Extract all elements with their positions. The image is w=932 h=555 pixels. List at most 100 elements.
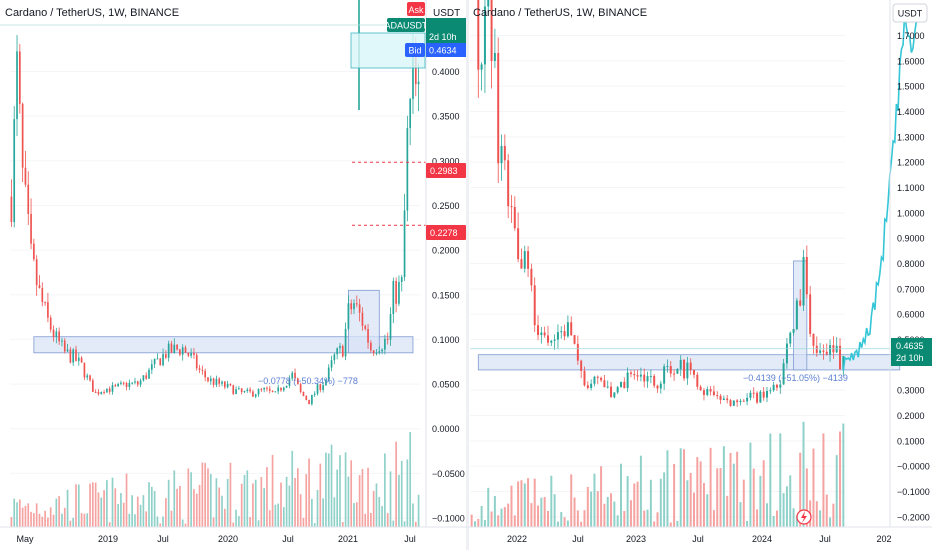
l-candle-body[interactable] [55,331,58,337]
r-candle-body[interactable] [507,160,510,207]
r-candle-body[interactable] [623,381,626,389]
r-candle-body[interactable] [487,0,490,7]
l-candle-body[interactable] [400,277,403,282]
l-candle-body[interactable] [358,304,361,313]
l-candle-body[interactable] [198,368,201,370]
l-candle-body[interactable] [165,354,167,358]
l-candle-body[interactable] [325,380,327,386]
l-candle-body[interactable] [92,380,94,392]
l-candle-body[interactable] [33,243,35,260]
l-candle-body[interactable] [291,372,294,379]
l-candle-body[interactable] [114,385,117,387]
l-candle-body[interactable] [266,387,268,389]
r-candle-body[interactable] [746,397,749,402]
l-candle-body[interactable] [35,259,38,286]
r-candle-body[interactable] [819,350,822,353]
r-candle-body[interactable] [759,391,762,403]
l-candle-body[interactable] [136,381,139,385]
left-price-axis[interactable]: 0.4000 0.3500 0.3000 0.2500 0.2000 0.1500 0.10… [432,67,465,524]
r-candle-body[interactable] [693,369,695,375]
r-candle-body[interactable] [696,374,699,387]
l-candle-body[interactable] [350,303,353,310]
r-candle-body[interactable] [576,343,579,361]
r-candle-body[interactable] [620,381,622,388]
l-candle-body[interactable] [212,378,215,385]
l-candle-body[interactable] [333,354,336,361]
l-candle-body[interactable] [184,347,187,353]
r-candle-body[interactable] [683,359,686,379]
r-candle-body[interactable] [613,392,616,398]
r-candle-body[interactable] [546,335,549,343]
l-candle-body[interactable] [260,389,263,391]
l-candle-body[interactable] [319,384,322,391]
r-zone-box-0[interactable] [477,354,901,371]
r-candle-body[interactable] [653,375,656,386]
r-candle-body[interactable] [656,385,659,389]
r-candle-body[interactable] [766,390,769,398]
left-support-zones[interactable] [33,289,414,354]
l-candle-body[interactable] [395,280,397,304]
l-candle-body[interactable] [389,314,392,340]
l-candle-body[interactable] [372,350,375,354]
l-candle-body[interactable] [207,377,209,382]
r-candle-body[interactable] [510,206,513,208]
l-candle-body[interactable] [268,388,271,391]
r-candle-body[interactable] [802,256,805,306]
l-candle-body[interactable] [336,348,338,355]
r-candle-body[interactable] [689,362,692,370]
l-candle-body[interactable] [159,358,162,366]
r-candle-body[interactable] [566,322,569,337]
r-candle-body[interactable] [752,392,755,394]
l-candle-body[interactable] [117,383,119,387]
r-candle-body[interactable] [809,294,812,334]
l-candle-body[interactable] [195,354,198,369]
r-candle-body[interactable] [616,387,619,393]
r-candle-body[interactable] [736,400,739,403]
r-candle-body[interactable] [732,400,735,406]
l-candle-body[interactable] [344,328,347,357]
l-candle-body[interactable] [282,387,285,391]
l-zone-box-1[interactable] [347,289,380,354]
r-candle-body[interactable] [742,400,745,402]
l-candle-body[interactable] [148,369,150,379]
r-candle-body[interactable] [520,259,523,269]
l-candle-body[interactable] [131,382,133,384]
r-candle-body[interactable] [789,332,792,344]
l-candle-body[interactable] [229,383,232,386]
r-candle-body[interactable] [726,398,729,401]
l-candle-body[interactable] [66,349,69,352]
r-candle-body[interactable] [669,366,672,374]
l-candle-body[interactable] [128,382,131,388]
l-candle-body[interactable] [403,210,406,278]
l-candle-body[interactable] [246,389,249,392]
r-candle-body[interactable] [543,332,546,336]
l-candle-body[interactable] [386,338,389,340]
r-candle-body[interactable] [477,0,480,70]
r-candle-body[interactable] [573,335,576,344]
l-candle-body[interactable] [145,375,148,379]
r-candle-body[interactable] [829,345,832,355]
r-candle-body[interactable] [795,300,798,330]
r-candle-body[interactable] [686,362,689,379]
left-candles[interactable] [10,33,420,406]
r-candle-body[interactable] [782,363,785,385]
l-candle-body[interactable] [181,347,184,355]
r-candle-body[interactable] [553,339,556,341]
l-candle-body[interactable] [18,51,21,104]
r-candle-body[interactable] [570,322,573,336]
r-candle-body[interactable] [537,325,540,335]
l-candle-body[interactable] [111,385,114,392]
l-candle-body[interactable] [61,340,63,342]
l-candle-body[interactable] [339,345,341,349]
r-candle-body[interactable] [772,384,775,391]
l-candle-body[interactable] [72,349,75,363]
r-candle-body[interactable] [503,146,506,161]
l-candle-body[interactable] [153,358,156,365]
r-zone-box-1[interactable] [793,260,808,371]
r-candle-body[interactable] [586,385,589,388]
projection-path[interactable] [842,11,918,372]
l-candle-body[interactable] [254,394,257,397]
l-candle-body[interactable] [271,390,274,392]
l-candle-body[interactable] [142,375,145,381]
l-candle-body[interactable] [97,391,100,395]
